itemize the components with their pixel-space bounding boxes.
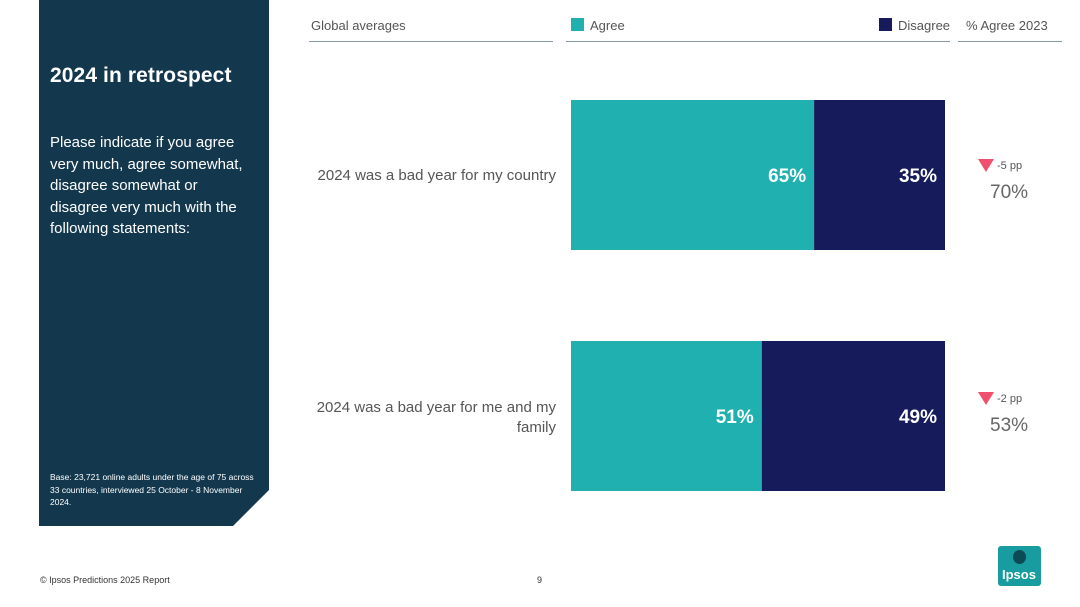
data-label-disagree-1: 49% (899, 407, 937, 428)
bar-agree-0 (571, 100, 815, 250)
change-indicator: -2 pp (978, 390, 1022, 408)
panel-title: 2024 in retrospect (50, 64, 232, 87)
legend-disagree-swatch (879, 18, 892, 31)
change-value: -2 pp (997, 392, 1023, 405)
data-label-agree-1: 51% (716, 407, 754, 428)
row-label: 2024 was a bad year for me and my family (316, 399, 556, 436)
footer-report-label: © Ipsos Predictions 2025 Report (40, 575, 170, 585)
header-divider-global (309, 41, 553, 42)
bar-agree-1 (571, 341, 762, 491)
data-label-disagree-0: 35% (899, 166, 937, 187)
legend-agree-label: Agree (590, 18, 625, 33)
header-divider-legend (566, 41, 950, 42)
base-note: Base: 23,721 online adults under the age… (50, 472, 254, 507)
row-label: 2024 was a bad year for my country (317, 167, 556, 184)
bar-disagree-1 (761, 341, 945, 491)
down-triangle-icon (978, 159, 994, 173)
data-label-agree-0: 65% (768, 166, 806, 187)
prev-agree-value: 70% (990, 182, 1029, 203)
global-averages-label: Global averages (311, 18, 406, 33)
ipsos-logo: Ipsos (998, 546, 1041, 586)
prev-year-header: % Agree 2023 (966, 18, 1048, 33)
bar-disagree-0 (814, 100, 945, 250)
page-number: 9 (537, 575, 543, 585)
change-value: -5 pp (997, 159, 1023, 172)
logo-head-shape (1013, 550, 1026, 564)
logo-text: Ipsos (1002, 567, 1036, 582)
header-divider-prev (958, 41, 1062, 42)
legend-agree-swatch (571, 18, 584, 31)
left-info-panel: 2024 in retrospect Please indicate if yo… (39, 0, 269, 526)
legend-disagree-label: Disagree (898, 18, 951, 33)
question-text: Please indicate if you agree very much, … (50, 134, 243, 237)
change-indicator: -5 pp (978, 157, 1022, 175)
down-triangle-icon (978, 392, 994, 406)
prev-agree-value: 53% (990, 415, 1029, 436)
